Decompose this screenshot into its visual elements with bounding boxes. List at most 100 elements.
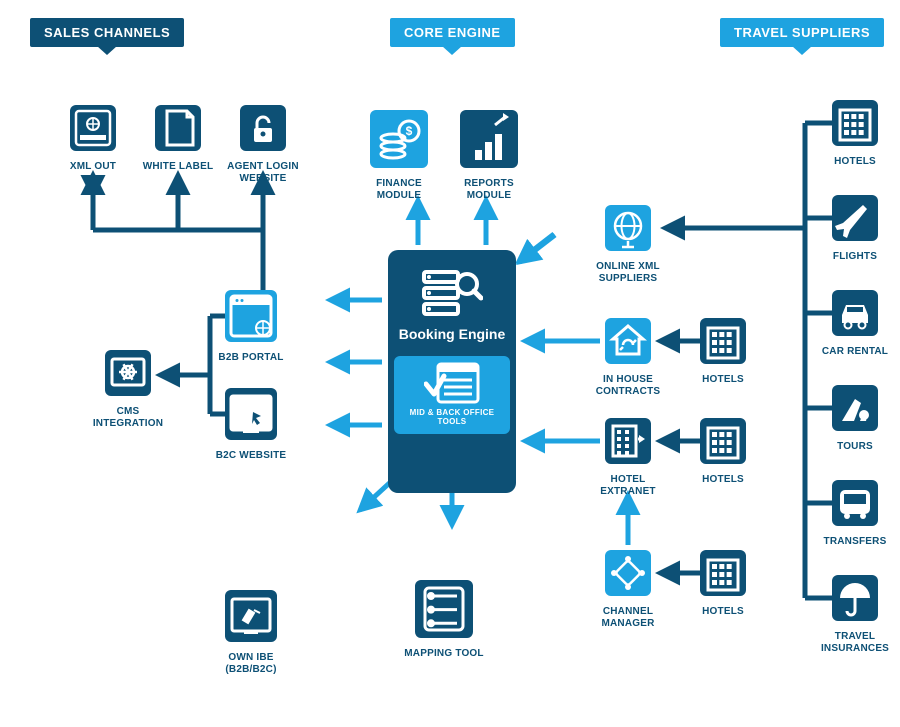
gear-icon bbox=[105, 350, 151, 396]
header-suppliers: TRAVEL SUPPLIERS bbox=[720, 18, 884, 47]
node-hotels_inhouse-icon-box bbox=[700, 318, 746, 364]
node-reports-label: REPORTS MODULE bbox=[445, 178, 533, 202]
node-ownibe-icon-box bbox=[225, 590, 277, 642]
node-reports-icon-box bbox=[460, 110, 518, 168]
node-agentlogin-icon-box bbox=[240, 105, 286, 151]
node-whitelabel-label: WHITE LABEL bbox=[140, 161, 216, 173]
hotel-icon bbox=[832, 100, 878, 146]
node-sup_hotels-icon-box bbox=[832, 100, 878, 146]
hotel-icon bbox=[700, 550, 746, 596]
node-mapping-label: MAPPING TOOL bbox=[400, 648, 488, 660]
node-b2b-icon-box bbox=[225, 290, 277, 342]
node-channelmgr: CHANNELMANAGER bbox=[590, 550, 666, 630]
header-sales: SALES CHANNELS bbox=[30, 18, 184, 47]
engine-title: Booking Engine bbox=[399, 326, 506, 342]
node-inhouse-label: IN HOUSECONTRACTS bbox=[590, 374, 666, 398]
node-hotelextranet-label: HOTELEXTRANET bbox=[590, 474, 666, 498]
node-sup_hotels: HOTELS bbox=[817, 100, 893, 168]
file-icon bbox=[155, 105, 201, 151]
xmlout-icon bbox=[70, 105, 116, 151]
node-hotelextranet-icon-box bbox=[605, 418, 651, 464]
lock-icon bbox=[240, 105, 286, 151]
house-icon bbox=[605, 318, 651, 364]
node-xmlout: XML OUT bbox=[55, 105, 131, 173]
node-hotels_extranet-icon-box bbox=[700, 418, 746, 464]
globe-icon bbox=[605, 205, 651, 251]
database-search-icon bbox=[421, 268, 483, 318]
node-cms: CMSINTEGRATION bbox=[90, 350, 166, 430]
checklist-icon bbox=[424, 362, 480, 404]
node-whitelabel: WHITE LABEL bbox=[140, 105, 216, 173]
booking-engine: Booking Engine MID & BACK OFFICE TOOLS bbox=[388, 250, 516, 493]
node-hotels_inhouse: HOTELS bbox=[685, 318, 761, 386]
node-onlinexml: ONLINE XMLSUPPLIERS bbox=[590, 205, 666, 285]
bus-icon bbox=[832, 480, 878, 526]
node-channelmgr-icon-box bbox=[605, 550, 651, 596]
hotel-icon bbox=[700, 318, 746, 364]
node-cms-label: CMSINTEGRATION bbox=[90, 406, 166, 430]
node-hotelextranet: HOTELEXTRANET bbox=[590, 418, 666, 498]
node-xmlout-label: XML OUT bbox=[55, 161, 131, 173]
node-sup_tours-icon-box bbox=[832, 385, 878, 431]
node-cms-icon-box bbox=[105, 350, 151, 396]
node-onlinexml-label: ONLINE XMLSUPPLIERS bbox=[590, 261, 666, 285]
node-sup_flights-label: FLIGHTS bbox=[817, 251, 893, 263]
node-sup_car: CAR RENTAL bbox=[817, 290, 893, 358]
header-suppliers-label: TRAVEL SUPPLIERS bbox=[734, 25, 870, 40]
node-ownibe: OWN IBE(B2B/B2C) bbox=[210, 590, 292, 676]
hotelx-icon bbox=[605, 418, 651, 464]
node-hotels_channel: HOTELS bbox=[685, 550, 761, 618]
umbrella-icon bbox=[832, 575, 878, 621]
portal-icon bbox=[225, 290, 277, 342]
channel-icon bbox=[605, 550, 651, 596]
node-sup_insurance: TRAVELINSURANCES bbox=[817, 575, 893, 655]
node-finance-icon-box: $ bbox=[370, 110, 428, 168]
node-inhouse: IN HOUSECONTRACTS bbox=[590, 318, 666, 398]
node-hotels_channel-icon-box bbox=[700, 550, 746, 596]
node-mapping-icon-box bbox=[415, 580, 473, 638]
node-sup_car-icon-box bbox=[832, 290, 878, 336]
node-finance-label: FINANCE MODULE bbox=[355, 178, 443, 202]
coins-icon: $ bbox=[370, 110, 428, 168]
ibe-icon bbox=[225, 590, 277, 642]
node-sup_tours-label: TOURS bbox=[817, 441, 893, 453]
header-sales-label: SALES CHANNELS bbox=[44, 25, 170, 40]
node-hotels_channel-label: HOTELS bbox=[685, 606, 761, 618]
node-b2c: B2C WEBSITE bbox=[210, 388, 292, 462]
node-hotels_extranet-label: HOTELS bbox=[685, 474, 761, 486]
node-b2c-label: B2C WEBSITE bbox=[210, 450, 292, 462]
node-b2b: B2B PORTAL bbox=[210, 290, 292, 364]
node-agentlogin-label: AGENT LOGINWEBSITE bbox=[225, 161, 301, 185]
node-hotels_extranet: HOTELS bbox=[685, 418, 761, 486]
car-icon bbox=[832, 290, 878, 336]
svg-text:$: $ bbox=[406, 124, 413, 138]
node-reports: REPORTS MODULE bbox=[445, 110, 533, 202]
node-sup_insurance-icon-box bbox=[832, 575, 878, 621]
plane-icon bbox=[832, 195, 878, 241]
site-icon bbox=[225, 388, 277, 440]
node-sup_transfers-label: TRANSFERS bbox=[817, 536, 893, 548]
tours-icon bbox=[832, 385, 878, 431]
diagram-stage: SALES CHANNELS CORE ENGINE TRAVEL SUPPLI… bbox=[0, 0, 900, 727]
node-b2b-label: B2B PORTAL bbox=[210, 352, 292, 364]
node-sup_flights-icon-box bbox=[832, 195, 878, 241]
node-inhouse-icon-box bbox=[605, 318, 651, 364]
node-sup_car-label: CAR RENTAL bbox=[817, 346, 893, 358]
hotel-icon bbox=[700, 418, 746, 464]
node-hotels_inhouse-label: HOTELS bbox=[685, 374, 761, 386]
node-sup_insurance-label: TRAVELINSURANCES bbox=[817, 631, 893, 655]
node-onlinexml-icon-box bbox=[605, 205, 651, 251]
header-core: CORE ENGINE bbox=[390, 18, 515, 47]
node-sup_tours: TOURS bbox=[817, 385, 893, 453]
node-agentlogin: AGENT LOGINWEBSITE bbox=[225, 105, 301, 185]
node-sup_transfers-icon-box bbox=[832, 480, 878, 526]
node-channelmgr-label: CHANNELMANAGER bbox=[590, 606, 666, 630]
mapping-icon bbox=[415, 580, 473, 638]
chart-icon bbox=[460, 110, 518, 168]
node-sup_hotels-label: HOTELS bbox=[817, 156, 893, 168]
node-mapping: MAPPING TOOL bbox=[400, 580, 488, 660]
header-core-label: CORE ENGINE bbox=[404, 25, 501, 40]
node-finance: $ FINANCE MODULE bbox=[355, 110, 443, 202]
node-sup_transfers: TRANSFERS bbox=[817, 480, 893, 548]
node-b2c-icon-box bbox=[225, 388, 277, 440]
